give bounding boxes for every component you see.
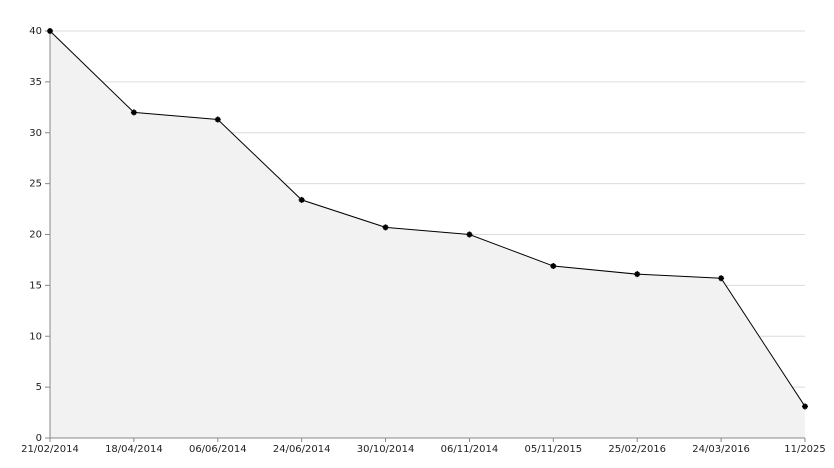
- y-tick-label: 20: [29, 230, 42, 241]
- x-tick-label: 25/02/2016: [608, 444, 666, 455]
- marker: [298, 196, 305, 203]
- x-tick-label: 24/03/2016: [692, 444, 750, 455]
- x-tick-label: 11/2025: [784, 444, 826, 455]
- line: [49, 30, 806, 407]
- x-tick-label: 30/10/2014: [357, 444, 415, 455]
- y-tick-label: 5: [36, 382, 42, 393]
- y-tick-label: 0: [36, 433, 42, 444]
- y-tick-label: 40: [29, 26, 42, 37]
- marker: [634, 271, 641, 278]
- x-tick-label: 18/04/2014: [105, 444, 163, 455]
- y-tick-label: 30: [29, 128, 42, 139]
- marker: [130, 109, 137, 116]
- marker: [214, 116, 221, 123]
- marker: [382, 224, 389, 231]
- y-tick-label: 15: [29, 280, 42, 291]
- x-tick-label: 24/06/2014: [273, 444, 331, 455]
- x-tick-label: 21/02/2014: [21, 444, 79, 455]
- x-tick-label: 06/11/2014: [441, 444, 499, 455]
- x-tick-label: 06/06/2014: [189, 444, 247, 455]
- marker: [466, 231, 473, 238]
- area: [50, 31, 805, 438]
- y-tick-label: 10: [29, 331, 42, 342]
- y-tick-label: 25: [29, 179, 42, 190]
- marker: [47, 28, 53, 34]
- marker: [550, 263, 557, 270]
- marker: [802, 403, 808, 410]
- x-tick-label: 05/11/2015: [525, 444, 583, 455]
- marker: [718, 275, 725, 282]
- y-tick-label: 35: [29, 77, 42, 88]
